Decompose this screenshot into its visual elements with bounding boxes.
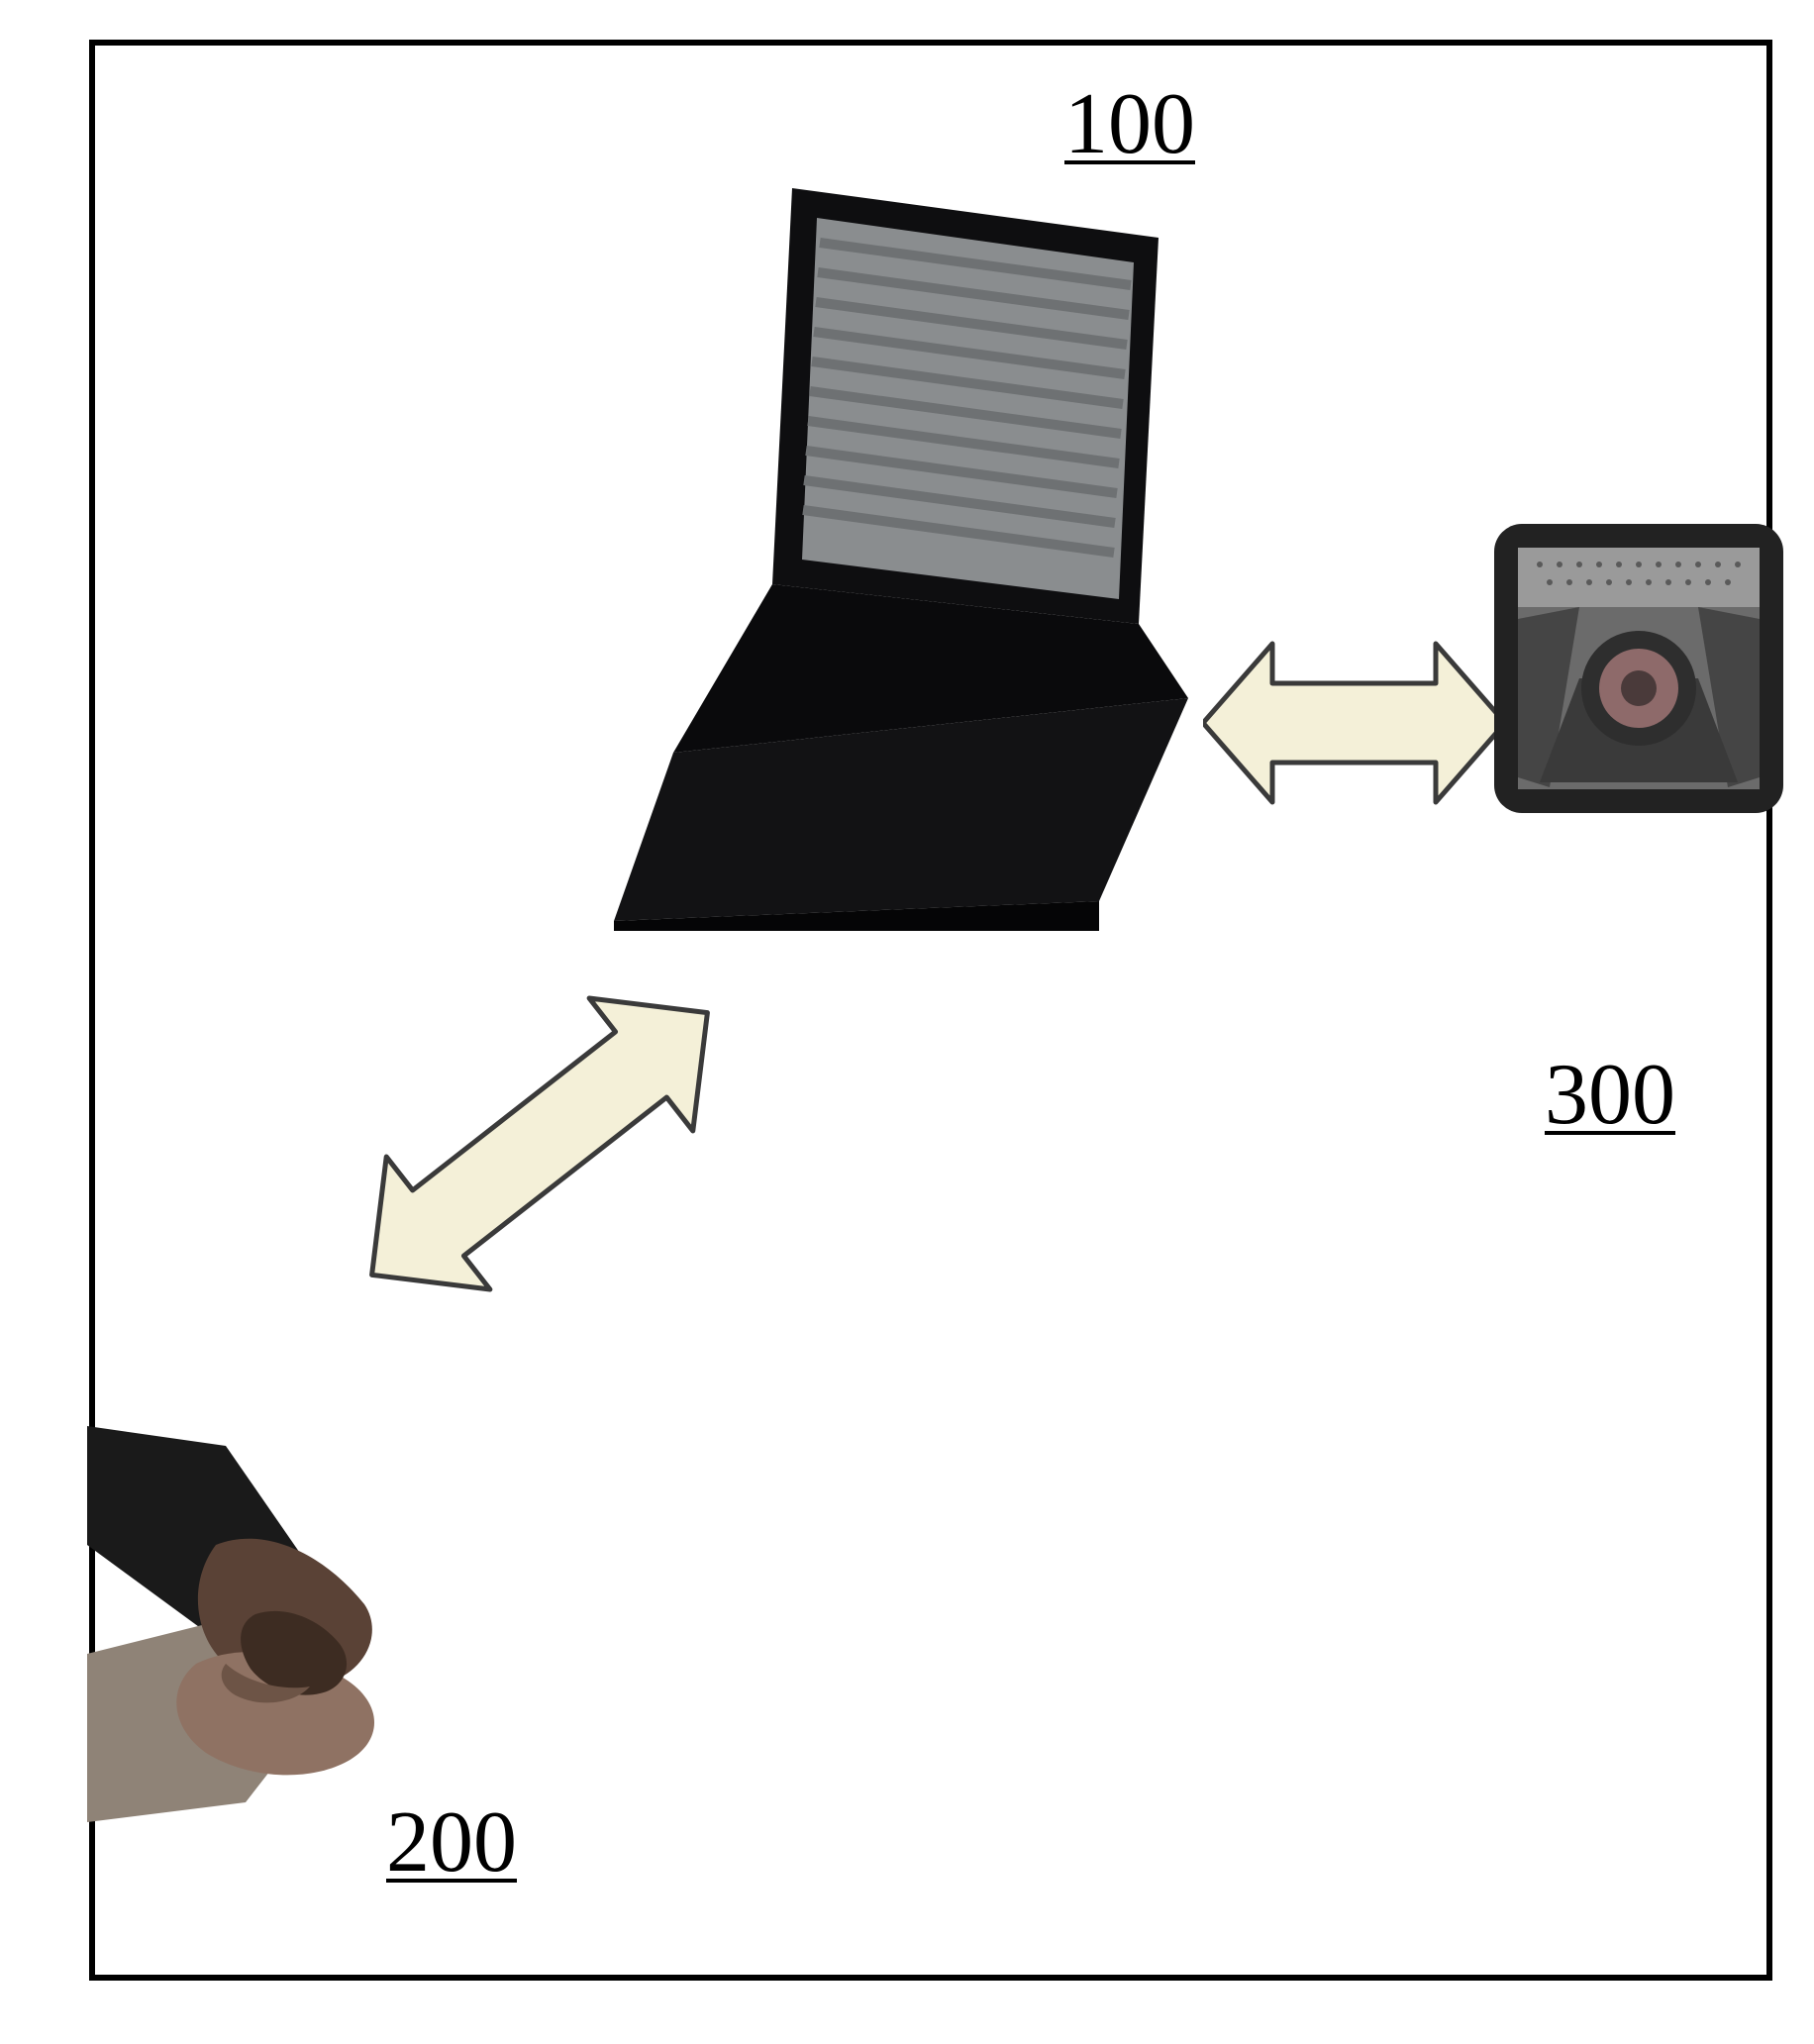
laptop-icon (584, 149, 1198, 931)
double-arrow-diag-icon (302, 975, 777, 1312)
handshake-node (87, 1426, 463, 1822)
handshake-icon (87, 1426, 463, 1822)
label-200: 200 (386, 1792, 517, 1892)
arrow-laptop-camera (1203, 629, 1505, 817)
double-arrow-icon (1203, 629, 1505, 817)
camera-icon (1490, 520, 1787, 817)
camera-node (1490, 520, 1787, 817)
label-300: 300 (1545, 1045, 1675, 1145)
label-100: 100 (1064, 74, 1195, 174)
arrow-laptop-handshake (302, 975, 777, 1312)
laptop-node (584, 149, 1198, 931)
